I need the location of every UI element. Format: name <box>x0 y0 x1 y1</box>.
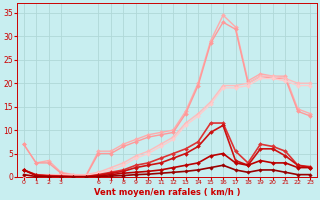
X-axis label: Vent moyen/en rafales ( km/h ): Vent moyen/en rafales ( km/h ) <box>94 188 240 197</box>
